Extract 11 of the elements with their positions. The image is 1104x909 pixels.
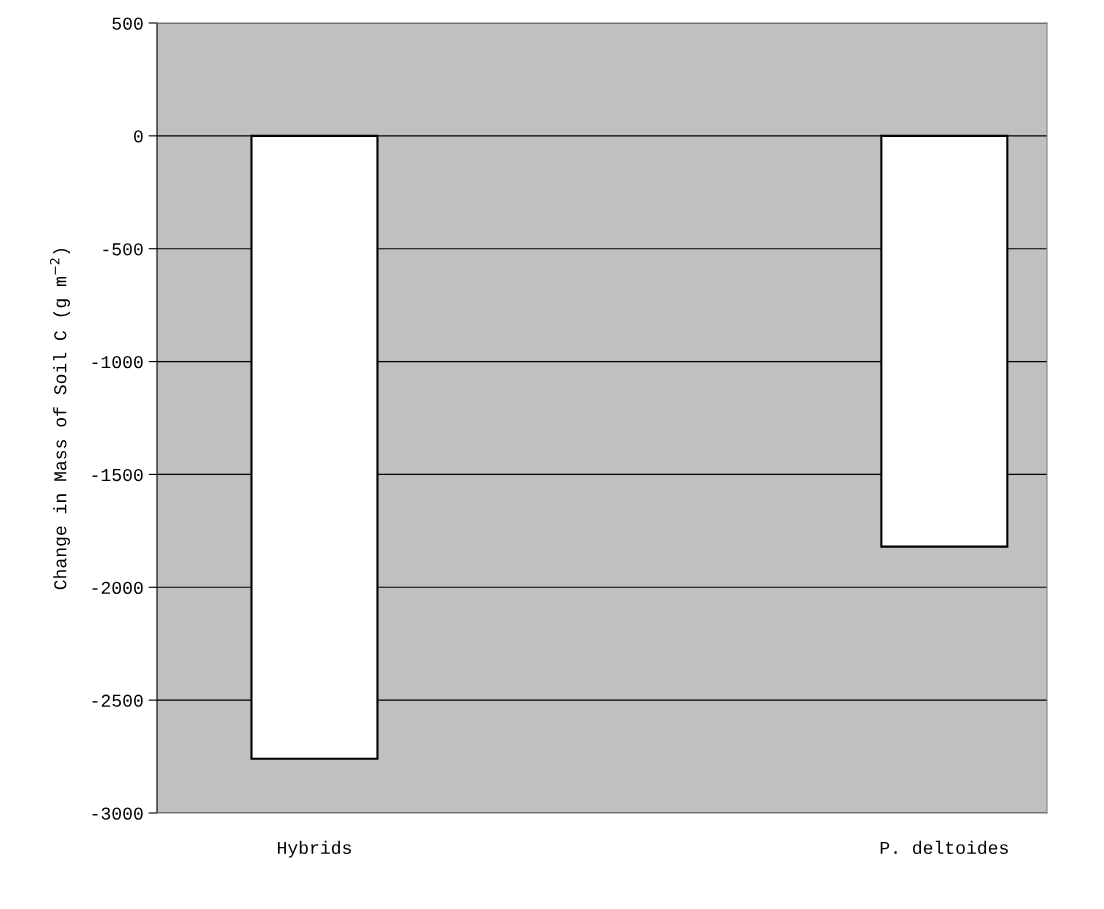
- y-tick-label: -3000: [92, 807, 143, 820]
- y-tick-label: -1000: [92, 356, 143, 369]
- y-tick-label: 500: [112, 17, 143, 30]
- y-tick-label: -1500: [92, 468, 143, 482]
- y-tick-label: -500: [103, 243, 143, 256]
- y-tick-label: -2500: [92, 694, 143, 707]
- x-tick-label: Hybrids: [277, 840, 351, 858]
- y-tick-label: 0: [134, 130, 143, 143]
- x-tick-label: P. deltoides: [880, 840, 1008, 855]
- y-axis-title: Change in Mass of Soil C (g m$^{−2}$): [49, 248, 70, 590]
- y-tick-label: -2000: [92, 581, 143, 595]
